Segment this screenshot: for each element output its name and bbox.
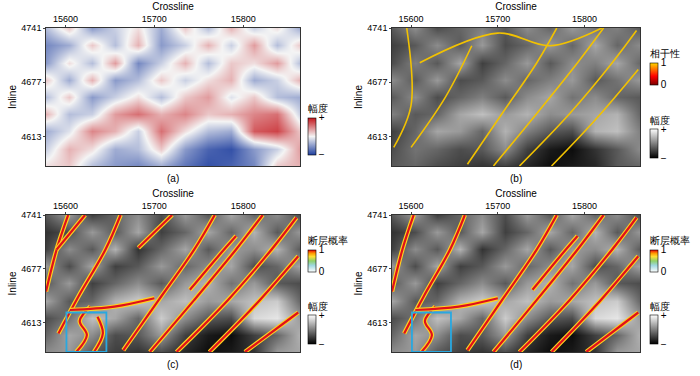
svg-text:断层概率: 断层概率: [308, 235, 348, 246]
svg-text:相干性: 相干性: [650, 48, 680, 59]
svg-text:Crossline: Crossline: [495, 188, 537, 199]
svg-text:4741: 4741: [367, 23, 387, 33]
svg-text:15600: 15600: [53, 14, 78, 24]
svg-text:(b): (b): [510, 173, 522, 184]
svg-text:0: 0: [661, 79, 667, 90]
svg-text:15600: 15600: [399, 201, 424, 211]
svg-text:15700: 15700: [142, 201, 167, 211]
svg-text:4677: 4677: [367, 77, 387, 87]
svg-text:4677: 4677: [367, 264, 387, 274]
svg-text:幅度: 幅度: [650, 301, 670, 312]
svg-text:0: 0: [319, 266, 325, 277]
svg-text:−: −: [661, 339, 667, 350]
svg-text:4677: 4677: [21, 264, 41, 274]
svg-text:15800: 15800: [231, 14, 256, 24]
svg-text:15600: 15600: [399, 14, 424, 24]
svg-text:Inline: Inline: [7, 85, 18, 109]
svg-text:1: 1: [661, 57, 667, 68]
svg-text:Inline: Inline: [353, 85, 364, 109]
svg-text:(d): (d): [510, 359, 522, 370]
svg-text:15800: 15800: [231, 201, 256, 211]
svg-text:Inline: Inline: [7, 271, 18, 295]
svg-text:15700: 15700: [485, 14, 510, 24]
svg-text:+: +: [319, 310, 325, 321]
svg-text:15800: 15800: [572, 14, 597, 24]
svg-text:15600: 15600: [53, 201, 78, 211]
svg-text:断层概率: 断层概率: [650, 235, 690, 246]
svg-text:(a): (a): [167, 173, 179, 184]
svg-text:4613: 4613: [367, 132, 387, 142]
svg-text:+: +: [319, 112, 325, 123]
svg-text:Crossline: Crossline: [495, 1, 537, 12]
svg-text:4741: 4741: [21, 23, 41, 33]
svg-text:−: −: [661, 153, 667, 164]
svg-text:15700: 15700: [142, 14, 167, 24]
svg-text:4741: 4741: [21, 210, 41, 220]
svg-text:4613: 4613: [21, 132, 41, 142]
svg-text:−: −: [319, 339, 325, 350]
svg-text:1: 1: [661, 244, 667, 255]
svg-text:4677: 4677: [21, 77, 41, 87]
svg-text:15800: 15800: [572, 201, 597, 211]
svg-text:4741: 4741: [367, 210, 387, 220]
svg-text:(c): (c): [167, 359, 179, 370]
svg-text:幅度: 幅度: [650, 115, 670, 126]
svg-text:幅度: 幅度: [308, 301, 328, 312]
svg-text:幅度: 幅度: [308, 103, 328, 114]
svg-text:Crossline: Crossline: [152, 188, 194, 199]
svg-text:1: 1: [319, 244, 325, 255]
svg-text:+: +: [661, 124, 667, 135]
svg-text:Inline: Inline: [353, 271, 364, 295]
svg-text:15700: 15700: [485, 201, 510, 211]
svg-text:Crossline: Crossline: [152, 1, 194, 12]
svg-text:+: +: [661, 310, 667, 321]
svg-text:0: 0: [661, 266, 667, 277]
svg-text:4613: 4613: [367, 318, 387, 328]
svg-text:−: −: [319, 149, 325, 160]
svg-text:4613: 4613: [21, 318, 41, 328]
